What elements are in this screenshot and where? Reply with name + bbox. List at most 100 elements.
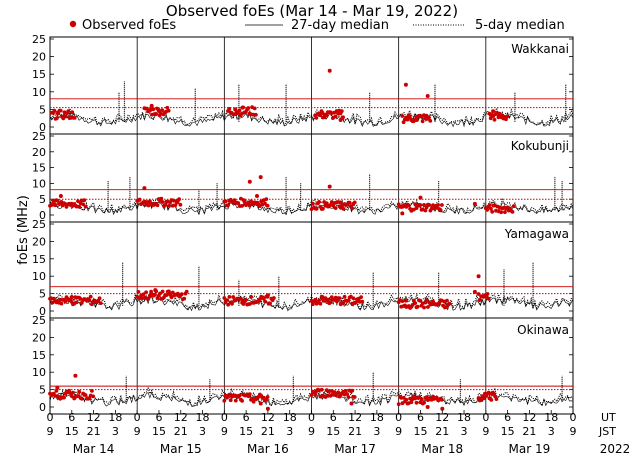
observed-point <box>324 201 329 206</box>
observed-point <box>406 203 411 208</box>
observed-point <box>351 296 356 301</box>
y-tick-label: 20 <box>32 331 46 344</box>
observed-point <box>339 109 344 113</box>
observed-point <box>423 208 428 213</box>
observed-point <box>74 300 79 305</box>
observed-point <box>403 298 408 303</box>
y-tick-label: 15 <box>32 349 46 362</box>
observed-point <box>494 397 499 401</box>
ut-tick-label: 18 <box>283 411 297 424</box>
date-label: Mar 14 <box>73 442 115 456</box>
observed-point <box>88 294 93 299</box>
jst-tick-label: 15 <box>413 425 427 438</box>
observed-point <box>77 389 82 394</box>
observed-point <box>404 397 409 402</box>
observed-point <box>356 296 361 301</box>
legend-observed-label: Observed foEs <box>82 18 176 33</box>
median5-line <box>49 197 574 216</box>
observed-point <box>487 203 492 208</box>
panel-kokubunji: 0 5 10 15 20 25 Kokubunji <box>32 130 574 223</box>
observed-point <box>231 295 236 299</box>
observed-point <box>472 201 477 206</box>
jst-tick-label: 3 <box>373 425 380 438</box>
observed-point <box>55 198 60 203</box>
y-tick-label: 10 <box>32 366 46 379</box>
observed-point <box>153 288 158 293</box>
observed-point <box>418 195 423 200</box>
observed-point <box>341 206 346 211</box>
observed-point <box>81 202 85 207</box>
observed-point <box>54 389 59 393</box>
observed-point <box>58 194 63 198</box>
legend-median5-label: 5-day median <box>475 18 565 33</box>
jst-tick-label: 3 <box>461 425 468 438</box>
observed-point <box>160 108 165 112</box>
date-label: Mar 19 <box>509 442 551 456</box>
observed-point <box>396 402 401 407</box>
observed-point <box>309 393 314 397</box>
observed-point <box>511 204 516 209</box>
observed-point <box>167 291 172 296</box>
observed-point <box>427 203 432 207</box>
jst-tick-label: 21 <box>261 425 275 438</box>
y-tick-label: 25 <box>32 33 46 46</box>
observed-point <box>350 206 355 211</box>
ut-tick-label: 0 <box>221 411 228 424</box>
observed-point <box>55 116 59 120</box>
observed-point <box>487 396 492 401</box>
observed-point <box>489 206 493 211</box>
observed-point <box>400 211 405 216</box>
jst-axis-label: JST <box>598 425 616 438</box>
observed-point <box>510 210 515 214</box>
ut-tick-label: 0 <box>395 411 402 424</box>
station-label: Okinawa <box>517 323 569 337</box>
observed-point <box>144 290 149 295</box>
jst-tick-label: 15 <box>152 425 166 438</box>
observed-point <box>83 204 88 209</box>
observed-point <box>349 401 354 406</box>
observed-point <box>476 274 481 279</box>
observed-point <box>177 197 182 202</box>
observed-point <box>164 293 169 297</box>
y-tick-label: 5 <box>39 384 46 397</box>
observed-point <box>62 395 66 400</box>
ut-tick-label: 0 <box>308 411 315 424</box>
observed-point <box>247 179 252 184</box>
observed-point <box>52 108 57 113</box>
y-tick-label: 15 <box>32 253 46 266</box>
observed-point <box>184 289 189 294</box>
observed-point <box>342 294 347 299</box>
jst-tick-label: 21 <box>435 425 449 438</box>
observed-point <box>503 210 507 215</box>
observed-point <box>165 105 170 110</box>
observed-point <box>440 203 444 207</box>
observed-point <box>149 103 154 108</box>
observed-point <box>55 110 60 115</box>
observed-point <box>55 385 60 390</box>
observed-point <box>409 400 414 405</box>
y-tick-label: 5 <box>39 288 46 301</box>
observed-point <box>137 197 142 202</box>
observed-point <box>341 115 345 120</box>
observed-point <box>62 114 67 119</box>
observed-point <box>160 289 165 294</box>
observed-point <box>420 119 425 124</box>
observed-point <box>142 186 147 191</box>
observed-point <box>418 298 423 303</box>
observed-point <box>272 296 276 300</box>
observed-point <box>488 116 493 121</box>
y-tick-label: 5 <box>39 193 46 206</box>
observed-point <box>66 109 71 113</box>
observed-point <box>160 200 165 204</box>
observed-point <box>343 389 348 393</box>
ut-tick-label: 12 <box>87 411 101 424</box>
y-tick-label: 0 <box>39 305 46 318</box>
observed-point <box>481 396 486 401</box>
y-tick-label: 0 <box>39 209 46 222</box>
observed-point <box>422 305 426 310</box>
observed-point <box>225 298 229 302</box>
jst-tick-label: 3 <box>548 425 555 438</box>
observed-point <box>337 296 342 300</box>
observed-point <box>414 118 419 122</box>
observed-point <box>264 197 269 202</box>
